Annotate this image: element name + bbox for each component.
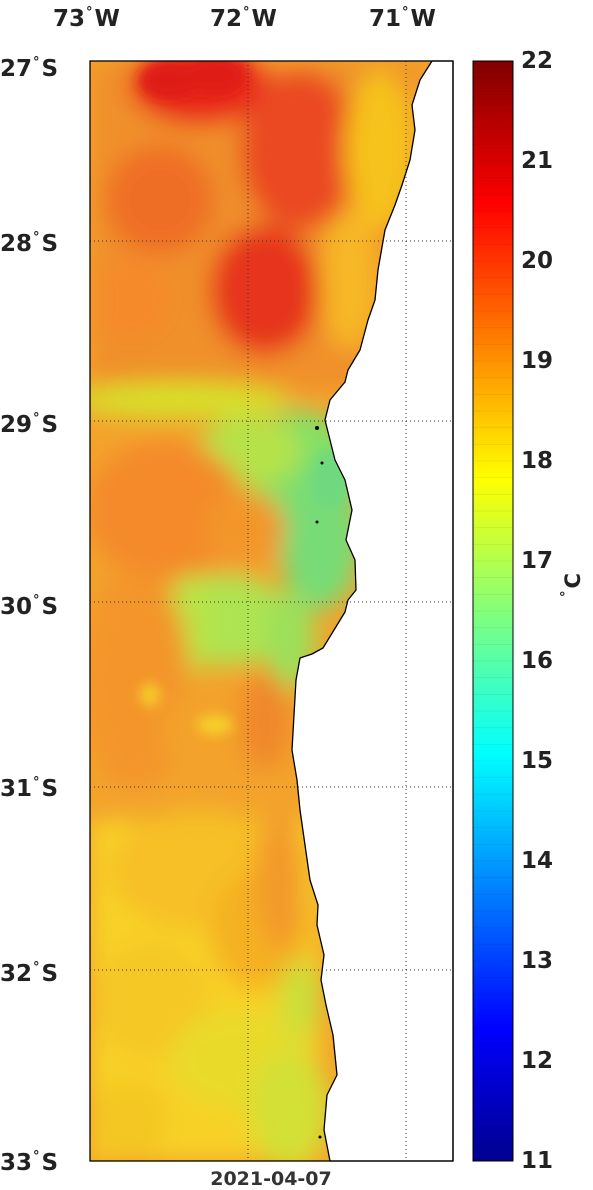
colorbar-tick-18: 18 xyxy=(521,448,554,474)
lat-label-31s: 31°S xyxy=(0,775,59,802)
islets xyxy=(315,426,324,1139)
colorbar-tick-12: 12 xyxy=(521,1048,554,1074)
map-frame xyxy=(89,60,454,1162)
colorbar-bands xyxy=(473,77,513,1145)
lat-label-27s: 27°S xyxy=(0,55,59,82)
graticule xyxy=(90,61,453,1161)
colorbar-unit: °C xyxy=(559,573,585,597)
lat-label-28s: 28°S xyxy=(0,230,59,257)
map-date: 2021-04-07 xyxy=(210,1168,332,1190)
colorbar-tick-13: 13 xyxy=(521,948,554,974)
colorbar-tick-20: 20 xyxy=(521,248,554,274)
lat-label-29s: 29°S xyxy=(0,411,59,438)
land-chile xyxy=(291,60,454,1162)
lat-label-30s: 30°S xyxy=(0,593,59,620)
colorbar-tick-17: 17 xyxy=(521,548,554,574)
colorbar-tick-14: 14 xyxy=(521,848,554,874)
lat-label-33s: 33°S xyxy=(0,1149,59,1176)
colorbar-tick-21: 21 xyxy=(521,148,554,174)
colorbar-tick-11: 11 xyxy=(521,1148,554,1174)
lon-label-73w: 73°W xyxy=(53,5,120,32)
colorbar-tick-15: 15 xyxy=(521,748,554,774)
colorbar-tick-16: 16 xyxy=(521,648,554,674)
lon-label-71w: 71°W xyxy=(369,5,436,32)
colorbar-tick-22: 22 xyxy=(521,48,554,74)
lon-label-72w: 72°W xyxy=(210,5,277,32)
colorbar-tick-19: 19 xyxy=(521,348,554,374)
colorbar xyxy=(472,60,514,1162)
lat-label-32s: 32°S xyxy=(0,960,59,987)
